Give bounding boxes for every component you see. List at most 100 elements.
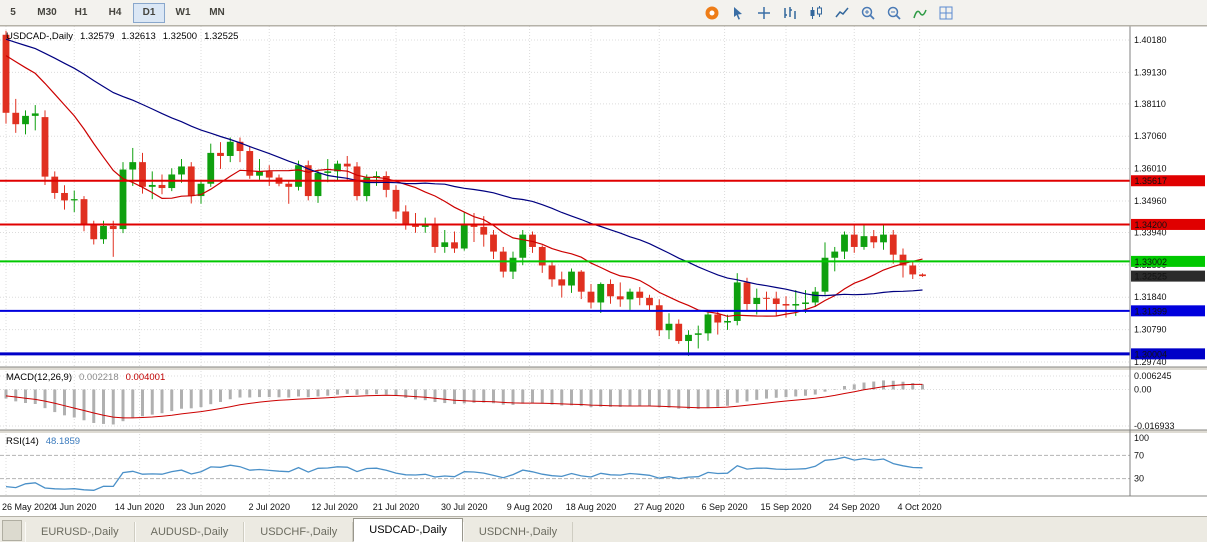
candle <box>626 291 634 300</box>
crosshair-icon[interactable] <box>752 1 776 25</box>
date-axis-label: 12 Jul 2020 <box>311 502 358 512</box>
candle <box>100 225 107 240</box>
candle <box>870 236 878 243</box>
date-axis-label: 21 Jul 2020 <box>373 502 420 512</box>
candle <box>850 234 858 247</box>
candle <box>597 283 605 303</box>
timeframe-d1-button[interactable]: D1 <box>133 2 165 23</box>
tab-audusd-daily[interactable]: AUDUSD-,Daily <box>134 522 245 542</box>
candle <box>490 234 497 252</box>
svg-text:1.35617: 1.35617 <box>1135 176 1168 186</box>
timeframe-mn-button[interactable]: MN <box>209 7 225 18</box>
candle <box>685 334 692 342</box>
candle <box>880 234 887 243</box>
svg-text:1.31399: 1.31399 <box>1135 306 1168 316</box>
candle <box>129 162 137 170</box>
macd-axis-label: 0.00 <box>1134 384 1152 394</box>
candle <box>821 257 829 292</box>
candle <box>217 152 224 156</box>
timeframe-w1-button[interactable]: W1 <box>175 7 191 18</box>
candle <box>714 314 722 323</box>
candle <box>314 172 322 197</box>
candle <box>860 236 868 247</box>
date-axis-label: 2 Jul 2020 <box>248 502 290 512</box>
rsi-line <box>5 456 923 491</box>
candle <box>831 251 839 258</box>
price-axis-label: 1.36010 <box>1134 164 1167 174</box>
grid-icon[interactable] <box>934 1 958 25</box>
candle <box>568 271 575 286</box>
tab-strip: EURUSD-,Daily AUDUSD-,Daily USDCHF-,Daily U… <box>25 517 574 542</box>
candle <box>558 279 566 286</box>
candle <box>792 304 800 306</box>
candle <box>704 314 712 334</box>
candle <box>694 333 702 335</box>
tab-corner-button[interactable] <box>2 520 22 541</box>
candle <box>675 323 683 342</box>
candle <box>753 297 761 305</box>
cursor-icon[interactable] <box>726 1 750 25</box>
rsi-axis-label: 100 <box>1134 433 1149 443</box>
candle <box>412 225 419 227</box>
candle <box>587 291 595 303</box>
line-chart-icon[interactable] <box>830 1 854 25</box>
tab-usdcnh-daily[interactable]: USDCNH-,Daily <box>462 522 574 542</box>
candle <box>41 117 49 177</box>
svg-text:1.34200: 1.34200 <box>1135 220 1168 230</box>
macd-axis-label: 0.006245 <box>1134 371 1172 381</box>
candle <box>636 291 644 298</box>
price-axis-label: 1.33940 <box>1134 227 1167 237</box>
price-axis-label: 1.34960 <box>1134 196 1167 206</box>
svg-text:1.30004: 1.30004 <box>1135 349 1168 359</box>
date-axis-label: 30 Jul 2020 <box>441 502 488 512</box>
tab-usdchf-daily[interactable]: USDCHF-,Daily <box>244 522 354 542</box>
price-axis-label: 1.29740 <box>1134 357 1167 367</box>
candle <box>334 163 341 172</box>
candle <box>256 171 263 176</box>
candle <box>646 297 653 306</box>
price-axis-label: 1.30790 <box>1134 325 1167 335</box>
tab-eurusd-daily[interactable]: EURUSD-,Daily <box>25 522 135 542</box>
candle <box>363 177 371 197</box>
price-tag: 1.34200 <box>1131 218 1205 230</box>
price-axis[interactable]: 1.40180 1.39130 1.38110 1.37060 1.36010 1.349… <box>1134 35 1175 484</box>
zoom-in-icon[interactable] <box>856 1 880 25</box>
indicators-icon[interactable] <box>908 1 932 25</box>
date-axis-label: 15 Sep 2020 <box>760 502 811 512</box>
zoom-out-icon[interactable] <box>882 1 906 25</box>
candlestick-chart-icon[interactable] <box>804 1 828 25</box>
timeframe-button-group: 5 M30 H1 H4 D1 W1 MN <box>0 2 234 23</box>
timeframe-h1-button[interactable]: H1 <box>74 7 88 18</box>
candle <box>909 265 917 275</box>
date-axis-label: 6 Sep 2020 <box>702 502 748 512</box>
price-chart[interactable]: 1.40180 1.39130 1.38110 1.37060 1.36010 1.349… <box>0 26 1207 516</box>
candle <box>899 254 907 266</box>
candle <box>148 184 156 187</box>
candle <box>724 320 731 323</box>
bar-chart-icon[interactable] <box>778 1 802 25</box>
candle <box>841 234 848 252</box>
price-tag: 1.33002 <box>1131 255 1205 267</box>
candle <box>811 291 819 303</box>
rsi-axis-label: 70 <box>1134 450 1144 460</box>
candle <box>441 242 449 247</box>
chart-tab-bar: EURUSD-,Daily AUDUSD-,Daily USDCHF-,Daily U… <box>0 516 1207 542</box>
date-axis-label: 26 May 2020 <box>2 502 54 512</box>
candle <box>392 189 400 212</box>
timeframe-5-button[interactable]: 5 <box>10 7 16 18</box>
candle <box>519 234 527 258</box>
candle <box>178 166 185 175</box>
timeframe-h4-button[interactable]: H4 <box>108 7 122 18</box>
svg-text:1.32525: 1.32525 <box>1135 272 1168 282</box>
tab-usdcad-daily[interactable]: USDCAD-,Daily <box>353 518 463 542</box>
candle <box>743 282 751 305</box>
timeframe-m30-button[interactable]: M30 <box>37 7 57 18</box>
community-icon[interactable] <box>700 1 724 25</box>
candle <box>2 34 10 113</box>
candle <box>431 223 439 247</box>
price-axis-label: 1.39130 <box>1134 67 1167 77</box>
candle <box>80 199 88 224</box>
candle <box>889 234 897 255</box>
price-axis-label: 1.37060 <box>1134 131 1167 141</box>
